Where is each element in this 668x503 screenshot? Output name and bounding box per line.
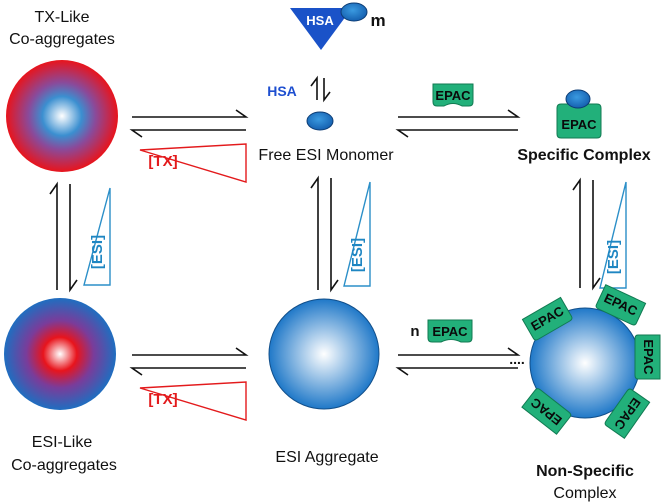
esi-bracket-label-right: [ESI] <box>605 240 622 274</box>
esi-gradient-wedge-left: [ESI] <box>83 187 111 286</box>
hsa-blue-label: HSA <box>267 83 297 99</box>
specific-complex: EPAC <box>556 89 602 139</box>
esi-aggregate-label: ESI Aggregate <box>275 449 378 466</box>
esi-gradient-wedge-right: [ESI] <box>599 181 627 289</box>
esi-like-label-line1: ESI-Like <box>32 434 93 451</box>
esi-like-aggregate-equilibrium-arrows <box>129 347 249 376</box>
epac-reagent-bottom: EPAC <box>427 319 473 343</box>
tx-bracket-label-top: [TX] <box>148 153 177 170</box>
free-monomer-label: Free ESI Monomer <box>258 147 394 164</box>
epac-reagent-top-text: EPAC <box>435 88 471 103</box>
nonspecific-dots: .... <box>509 351 525 367</box>
tx-gradient-wedge-bottom: [TX] <box>139 381 247 421</box>
tx-bracket-label-bottom: [TX] <box>148 391 177 408</box>
esi-aggregate-sphere <box>268 298 380 410</box>
hsa-triangle-shape <box>290 8 352 50</box>
monomer-specific-equilibrium-arrows <box>395 109 521 138</box>
m-suffix-text: m <box>370 11 385 30</box>
epac-reagent-top: EPAC <box>432 83 474 107</box>
nonspecific-label-line1: Non-Specific <box>536 463 634 480</box>
esi-like-coaggregate-sphere <box>4 298 116 410</box>
tx-gradient-wedge-top: [TX] <box>139 143 247 183</box>
specific-complex-epac-text: EPAC <box>561 117 597 132</box>
esi-gradient-wedge-middle: [ESI] <box>343 181 371 287</box>
bound-monomer-ellipse <box>340 2 368 22</box>
epac-bound-3: EPAC <box>634 334 661 380</box>
aggregate-nonspecific-equilibrium-arrows <box>395 347 521 376</box>
tx-monomer-equilibrium-arrows <box>129 109 249 138</box>
esi-like-label-line2: Co-aggregates <box>11 457 117 474</box>
specific-nonspecific-vertical-arrows <box>572 177 601 291</box>
free-monomer-ellipse <box>306 111 334 131</box>
hsa-bound-monomer: HSA m <box>290 2 386 50</box>
tx-like-label-line2: Co-aggregates <box>9 31 115 48</box>
specific-complex-label: Specific Complex <box>517 147 650 164</box>
tx-like-label-line1: TX-Like <box>34 9 89 26</box>
epac-reagent-bottom-text: EPAC <box>432 324 468 339</box>
esi-bracket-label-left: [ESI] <box>89 235 106 269</box>
n-prefix-text: n <box>410 323 419 340</box>
nonspecific-complex: .... EPAC EPAC EPAC EPAC EPAC <box>509 284 661 440</box>
esi-bracket-label-middle: [ESI] <box>349 238 366 272</box>
hsa-triangle-text: HSA <box>306 13 334 28</box>
tx-esi-like-vertical-arrows <box>49 181 78 293</box>
tx-like-coaggregate-sphere <box>6 60 118 172</box>
epac-bound-3-text: EPAC <box>641 339 656 375</box>
monomer-aggregate-vertical-arrows <box>310 175 339 293</box>
nonspecific-label-line2: Complex <box>553 485 616 502</box>
specific-complex-monomer <box>565 89 591 109</box>
hsa-equilibrium-arrows <box>310 75 331 103</box>
